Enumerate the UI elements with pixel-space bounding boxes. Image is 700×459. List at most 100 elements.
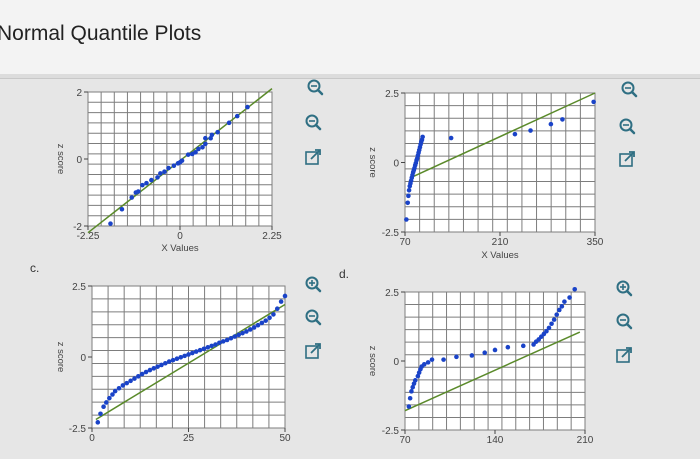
data-point [544,328,549,334]
data-point [549,321,554,327]
zoom-out-icon[interactable] [305,309,322,326]
data-point [215,129,220,135]
y-tick-label: 0 [76,155,82,166]
data-point [98,411,103,417]
zoom-in-icon[interactable] [616,280,633,297]
y-axis-label: z score [55,342,66,373]
external-link-icon[interactable] [616,347,632,363]
data-point [556,307,562,313]
data-point [282,293,288,299]
external-link-icon[interactable] [305,149,321,165]
data-point [404,217,409,222]
data-point [271,312,276,317]
data-point [562,299,567,304]
data-point [201,346,207,352]
y-tick-label: 2.5 [385,288,399,299]
data-point [226,120,232,126]
data-point [203,135,208,141]
data-point [410,384,416,390]
data-point [429,357,435,362]
data-point [190,350,195,356]
data-point [135,189,141,194]
y-tick-label: 0 [393,159,399,170]
data-point [140,182,145,188]
data-point [425,360,431,365]
y-tick-label: 2.5 [72,282,86,293]
zoom-out-icon[interactable] [619,118,636,135]
divider [0,78,700,79]
zoom-out-icon[interactable] [616,313,633,330]
x-tick-label: 210 [577,435,594,446]
data-point [193,349,199,354]
panel-letter-d: d. [339,267,349,281]
x-axis-label: X Values [161,243,199,254]
data-point [505,344,511,350]
data-point [203,141,208,147]
data-point [139,371,145,377]
data-point [492,347,498,353]
zoom-out-icon[interactable] [307,79,324,96]
data-point [224,337,230,343]
data-point [232,334,238,339]
data-point [144,180,149,186]
page-header: Normal Quantile Plots [0,0,700,74]
y-tick-label: 0 [80,353,86,364]
data-point [119,206,125,212]
external-link-icon[interactable] [305,343,321,359]
zoom-in-icon[interactable] [305,276,322,293]
data-point [159,362,164,368]
data-point [278,299,284,304]
data-point [166,165,171,171]
data-point [217,340,222,346]
data-point [95,420,101,425]
x-tick-label: 25 [183,433,195,444]
data-point [554,312,560,317]
data-point [155,364,160,369]
data-point [112,388,118,394]
data-point [174,356,180,362]
data-point [197,347,203,353]
data-point [572,286,578,292]
data-point [116,385,122,391]
data-point [420,134,425,140]
data-point [162,169,167,175]
x-tick-label: 210 [492,237,509,248]
data-point [234,113,240,119]
data-point [406,404,412,409]
panel-letter-c: c. [30,261,39,275]
y-tick-label: 2 [76,88,82,99]
data-point [193,150,198,155]
x-axis-label: X Values [481,250,519,261]
data-point [559,304,565,309]
data-point [171,163,177,168]
data-point [170,357,176,363]
zoom-out-icon[interactable] [305,114,322,131]
data-point [251,325,257,330]
data-point [179,158,185,163]
data-point [406,188,412,193]
data-point [255,322,261,328]
data-point [405,200,411,206]
data-point [259,320,265,326]
data-point [200,144,205,150]
data-point [186,352,191,357]
page-title: Normal Quantile Plots [0,22,202,45]
data-point [441,357,446,362]
data-point [209,343,214,349]
data-point [421,362,427,367]
zoom-out-icon[interactable] [621,81,638,98]
y-tick-label: -2 [73,222,82,233]
data-point [158,171,163,176]
x-tick-label: 50 [279,433,291,444]
data-point [220,339,226,344]
data-point [560,117,565,122]
data-point [228,335,234,341]
data-point [448,135,454,141]
data-point [415,373,421,379]
data-point [107,395,112,401]
external-link-icon[interactable] [619,151,635,167]
fit-line [410,92,596,179]
data-point [110,392,115,397]
data-point [136,374,141,379]
